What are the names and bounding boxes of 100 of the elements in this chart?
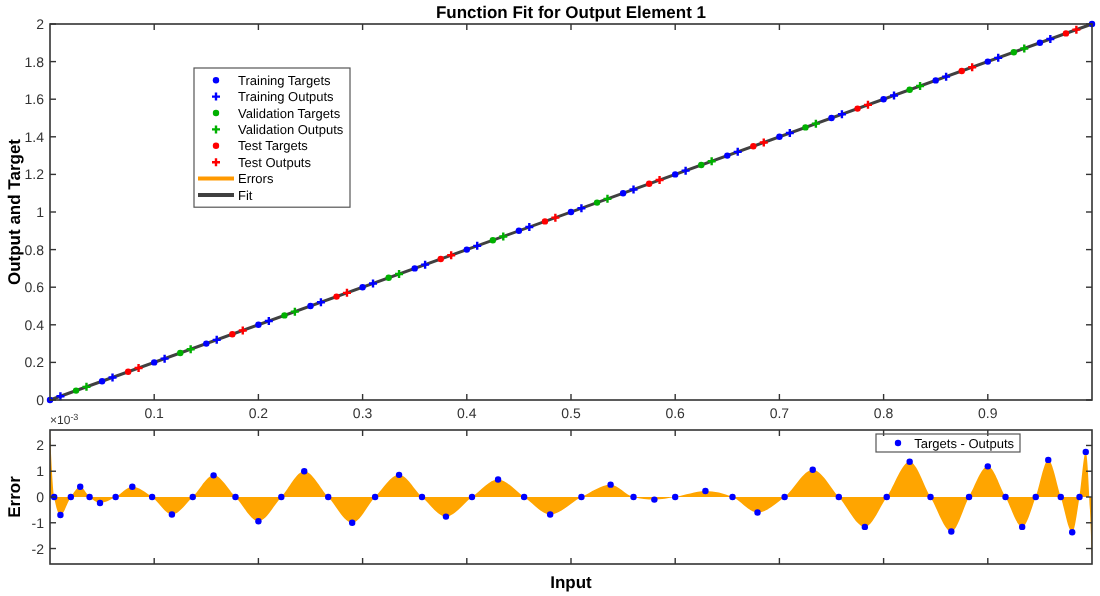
point [520,493,528,501]
point [98,378,106,385]
point [515,227,523,234]
point [672,493,679,501]
point [593,199,601,206]
point [301,468,308,475]
point [210,472,217,479]
point [724,152,731,159]
point [754,509,761,516]
point [550,212,561,223]
point [906,86,913,93]
point [255,518,262,525]
point [883,493,890,501]
point [698,161,705,169]
point [828,114,835,122]
point [107,372,118,383]
point [854,105,861,112]
point [72,387,80,394]
point [411,265,418,272]
point [395,471,403,479]
point [148,493,156,501]
point [645,180,653,187]
point [112,493,119,501]
point [489,237,497,244]
point [802,124,809,131]
point [463,246,470,253]
point [578,493,585,501]
point [948,528,955,535]
chart-title: Function Fit for Output Element 1 [435,2,707,22]
point [1076,493,1083,501]
point [159,353,170,364]
point [418,493,426,501]
point [359,284,366,291]
point [468,493,476,501]
point [861,523,869,531]
point [1036,39,1044,46]
y-axis-title: Error [4,474,24,518]
point [607,481,614,488]
point [1032,493,1039,501]
point [371,493,379,501]
point [57,511,64,519]
point [325,493,332,501]
point [189,493,196,501]
point [348,519,356,526]
y-axis-title: Output and Target [4,138,24,286]
point [541,218,549,225]
point [546,511,554,518]
point [77,483,84,490]
point [619,190,627,197]
point [168,511,176,518]
point [124,368,132,375]
point [965,493,973,501]
point [442,513,450,520]
point [776,133,783,140]
point [906,458,913,465]
point [86,493,93,501]
point [281,312,288,319]
point [255,321,262,328]
point [750,143,757,150]
point [984,463,991,470]
point [1069,529,1076,536]
point [278,493,285,501]
point [203,340,210,347]
point [151,359,158,366]
point [229,331,236,338]
point [809,466,816,473]
point [1010,49,1018,56]
point [729,493,736,501]
point [1062,30,1070,37]
point [129,483,136,490]
point [984,58,991,65]
point [651,496,658,503]
point [232,493,239,501]
point [880,96,887,103]
point [333,293,340,300]
point [177,349,184,357]
point [1002,493,1009,501]
point [932,77,939,84]
point [781,493,788,501]
point [1018,523,1026,531]
point [1045,456,1052,464]
point [96,499,104,507]
point [680,165,691,176]
point [385,274,392,281]
point [307,302,314,310]
point [628,184,639,195]
point [494,476,502,483]
point [630,493,637,501]
point [567,208,575,216]
point [702,487,709,495]
point [1071,24,1082,35]
point [672,171,679,178]
point [1057,493,1064,501]
x-axis-title: Input [550,572,593,592]
point [1082,448,1089,456]
point [835,493,842,501]
point [958,67,965,75]
point [437,255,444,263]
point [927,493,934,501]
point [67,493,75,501]
